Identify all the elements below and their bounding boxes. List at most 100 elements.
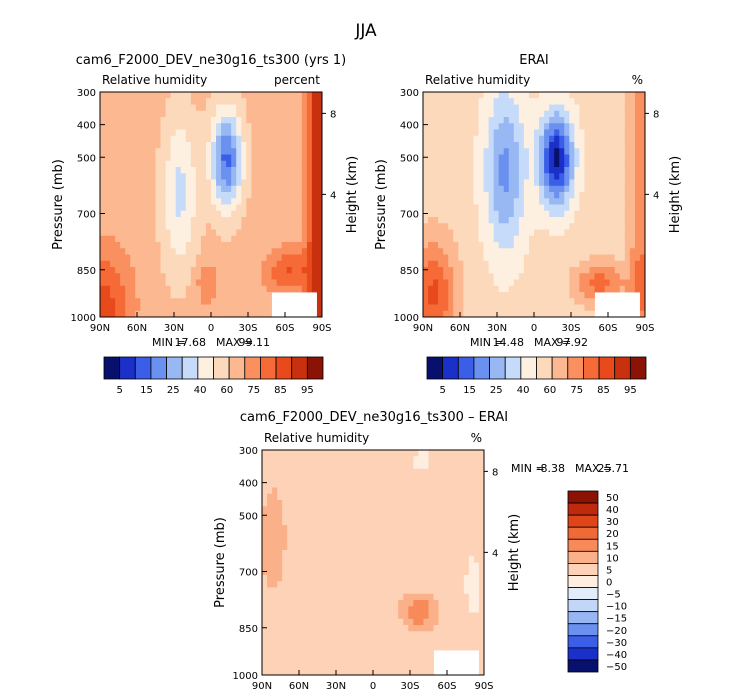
- field-cell: [544, 298, 550, 305]
- field-cell: [150, 229, 156, 237]
- field-cell: [604, 267, 611, 274]
- field-cell: [267, 556, 273, 563]
- field-cell: [398, 668, 404, 676]
- field-cell: [205, 229, 212, 237]
- field-cell: [190, 92, 197, 99]
- field-cell: [261, 273, 267, 280]
- field-cell: [297, 537, 303, 545]
- colorbar-swatch: [181, 356, 199, 380]
- field-cell: [301, 123, 308, 130]
- field-cell: [262, 481, 268, 488]
- field-cell: [433, 468, 439, 476]
- field-cell: [180, 160, 187, 168]
- field-cell: [458, 556, 465, 563]
- field-cell: [599, 129, 606, 137]
- field-cell: [266, 267, 272, 274]
- colorbar-label: 85: [274, 385, 287, 396]
- field-cell: [443, 298, 449, 305]
- field-cell: [347, 550, 354, 557]
- field-cell: [251, 217, 257, 224]
- field-cell: [508, 204, 515, 212]
- field-cell: [624, 279, 631, 287]
- field-cell: [110, 279, 116, 287]
- field-cell: [272, 550, 278, 557]
- field-cell: [216, 167, 222, 174]
- field-cell: [120, 242, 126, 249]
- field-cell: [170, 167, 177, 174]
- max-value: 99.11: [239, 336, 271, 349]
- field-cell: [180, 198, 187, 205]
- field-cell: [205, 110, 212, 118]
- field-cell: [458, 481, 465, 488]
- field-cell: [327, 475, 334, 482]
- y-axis-label: Pressure (mb): [213, 517, 228, 608]
- field-cell: [393, 650, 399, 657]
- field-cell: [579, 267, 585, 274]
- field-cell: [115, 242, 121, 249]
- field-cell: [115, 98, 121, 105]
- field-cell: [423, 612, 429, 620]
- field-cell: [503, 223, 510, 230]
- colorbar-label: 40: [517, 385, 530, 396]
- field-cell: [564, 160, 570, 168]
- field-cell: [448, 637, 455, 645]
- field-cell: [634, 210, 641, 218]
- field-cell: [488, 223, 495, 230]
- field-cell: [493, 110, 500, 118]
- field-cell: [180, 117, 187, 124]
- field-cell: [180, 92, 187, 99]
- field-cell: [408, 656, 414, 663]
- field-cell: [423, 506, 429, 513]
- field-cell: [307, 550, 313, 557]
- field-cell: [639, 223, 646, 230]
- field-cell: [266, 298, 272, 305]
- field-cell: [352, 587, 359, 595]
- field-cell: [634, 92, 641, 99]
- field-cell: [428, 129, 434, 137]
- field-cell: [378, 525, 384, 532]
- field-cell: [261, 154, 267, 162]
- field-cell: [473, 135, 479, 143]
- field-cell: [297, 662, 303, 670]
- field-cell: [175, 185, 182, 193]
- field-cell: [302, 462, 308, 470]
- field-cell: [458, 192, 464, 199]
- field-cell: [599, 260, 606, 268]
- field-cell: [539, 179, 545, 187]
- field-cell: [367, 550, 374, 557]
- field-cell: [433, 643, 439, 651]
- field-cell: [373, 643, 379, 651]
- field-cell: [125, 173, 131, 180]
- field-cell: [609, 98, 616, 105]
- field-cell: [160, 173, 166, 180]
- field-cell: [393, 512, 399, 520]
- field-cell: [297, 581, 303, 588]
- field-cell: [473, 631, 480, 638]
- field-cell: [508, 110, 515, 118]
- field-cell: [478, 543, 485, 551]
- field-cell: [296, 223, 303, 230]
- field-cell: [388, 475, 394, 482]
- field-cell: [564, 179, 570, 187]
- field-cell: [282, 568, 288, 576]
- field-cell: [539, 123, 545, 130]
- field-cell: [448, 556, 455, 563]
- field-cell: [428, 92, 434, 99]
- field-cell: [211, 304, 217, 312]
- field-cell: [221, 248, 227, 255]
- field-cell: [468, 154, 474, 162]
- field-cell: [256, 110, 262, 118]
- field-cell: [614, 273, 621, 280]
- field-cell: [307, 662, 313, 670]
- field-cell: [408, 637, 414, 645]
- field-cell: [130, 98, 136, 105]
- field-cell: [599, 267, 606, 274]
- field-cell: [523, 223, 530, 230]
- field-cell: [322, 593, 328, 601]
- field-cell: [352, 518, 359, 526]
- field-cell: [498, 179, 505, 187]
- field-cell: [448, 154, 454, 162]
- field-cell: [639, 110, 646, 118]
- field-cell: [312, 512, 318, 520]
- field-cell: [286, 235, 293, 243]
